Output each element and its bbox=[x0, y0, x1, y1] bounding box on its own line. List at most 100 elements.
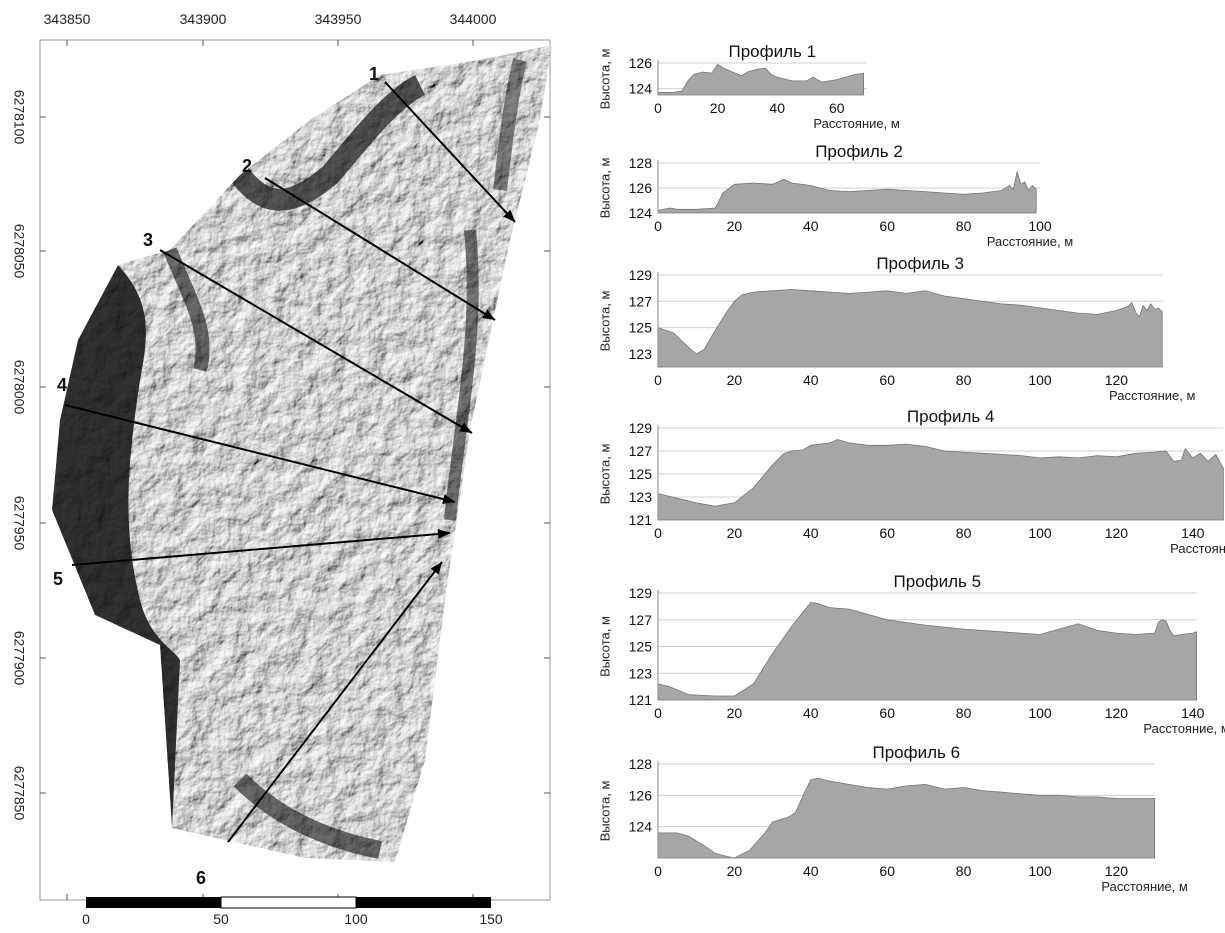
profile-line-label: 6 bbox=[196, 868, 206, 888]
profile-line bbox=[227, 561, 443, 843]
y-tick-label: 124 bbox=[629, 819, 653, 835]
x-tick-label: 40 bbox=[803, 705, 819, 721]
x-axis-label: Расстояние, м bbox=[813, 116, 899, 131]
map-y-tick-label: 6278000 bbox=[11, 360, 27, 415]
y-tick-label: 127 bbox=[629, 443, 653, 459]
y-tick-label: 125 bbox=[629, 466, 653, 482]
chart-title: Профиль 1 bbox=[729, 42, 817, 61]
elevation-area bbox=[657, 777, 1155, 859]
x-tick-label: 20 bbox=[710, 100, 726, 116]
x-tick-label: 120 bbox=[1105, 525, 1129, 541]
x-axis-label: Расстояние, м bbox=[1109, 388, 1195, 403]
x-tick-label: 0 bbox=[654, 705, 662, 721]
x-tick-label: 60 bbox=[879, 372, 895, 388]
x-tick-label: 40 bbox=[803, 218, 819, 234]
y-axis-label: Высота, м bbox=[597, 291, 612, 352]
elevation-area bbox=[657, 439, 1224, 521]
x-axis-label: Расстояние, м bbox=[987, 234, 1073, 249]
y-tick-label: 126 bbox=[629, 180, 653, 196]
profile-line bbox=[64, 404, 456, 503]
profile-chart: 121 123 125 127 129 0 20 40 60 80 100 120 140 Профиль… bbox=[597, 572, 1225, 736]
y-tick-label: 123 bbox=[629, 489, 653, 505]
elevation-profiles-panel: 124 126 0 20 40 60 Профиль 1 Расстояние, м Высот… bbox=[570, 0, 1225, 928]
x-tick-label: 80 bbox=[956, 863, 972, 879]
y-tick-label: 124 bbox=[629, 81, 653, 97]
x-tick-label: 20 bbox=[727, 863, 743, 879]
map-y-tick-label: 6277850 bbox=[11, 766, 27, 821]
y-tick-label: 127 bbox=[629, 293, 653, 309]
y-tick-label: 126 bbox=[629, 55, 653, 71]
x-tick-label: 20 bbox=[727, 218, 743, 234]
map-y-tick-label: 6278100 bbox=[11, 90, 27, 145]
x-tick-label: 40 bbox=[769, 100, 785, 116]
x-tick-label: 140 bbox=[1181, 525, 1205, 541]
x-tick-label: 20 bbox=[727, 525, 743, 541]
map-x-axis: 343850 343900 343950 344000 bbox=[44, 11, 497, 900]
y-tick-label: 129 bbox=[629, 267, 653, 283]
profile-chart: 121 123 125 127 129 0 20 40 60 80 100 120 140 Профиль… bbox=[597, 407, 1225, 556]
chart-title: Профиль 2 bbox=[815, 142, 903, 161]
y-axis-label: Высота, м bbox=[597, 49, 612, 110]
x-tick-label: 0 bbox=[654, 100, 662, 116]
x-tick-label: 40 bbox=[803, 372, 819, 388]
y-tick-label: 125 bbox=[629, 639, 653, 655]
map-x-tick-label: 343850 bbox=[44, 11, 91, 27]
x-tick-label: 0 bbox=[654, 525, 662, 541]
y-axis-label: Высота, м bbox=[597, 616, 612, 677]
x-tick-label: 80 bbox=[956, 705, 972, 721]
x-tick-label: 0 bbox=[654, 863, 662, 879]
profile-lines: 1 2 3 4 5 6 bbox=[53, 64, 516, 888]
x-axis-label: Расстояние, м bbox=[1170, 541, 1225, 556]
profile-line bbox=[264, 177, 496, 321]
x-tick-label: 40 bbox=[803, 863, 819, 879]
map-y-tick-label: 6277900 bbox=[11, 631, 27, 686]
y-tick-label: 128 bbox=[629, 756, 653, 772]
y-axis-label: Высота, м bbox=[597, 158, 612, 219]
map-y-axis: 6278100 6278050 6278000 6277950 6277900 62778… bbox=[11, 90, 550, 821]
x-tick-label: 100 bbox=[1028, 525, 1052, 541]
elevation-area bbox=[657, 170, 1037, 214]
y-tick-label: 125 bbox=[629, 320, 653, 336]
x-tick-label: 80 bbox=[956, 218, 972, 234]
x-tick-label: 140 bbox=[1181, 705, 1205, 721]
scale-bar-label: 50 bbox=[213, 911, 229, 927]
x-tick-label: 100 bbox=[1028, 705, 1052, 721]
elevation-area bbox=[657, 63, 865, 96]
x-tick-label: 60 bbox=[879, 705, 895, 721]
profile-line bbox=[159, 249, 473, 434]
y-axis-label: Высота, м bbox=[597, 781, 612, 842]
chart-title: Профиль 5 bbox=[894, 572, 982, 591]
scale-bar-segment bbox=[86, 897, 221, 908]
y-tick-label: 126 bbox=[629, 787, 653, 803]
x-tick-label: 80 bbox=[956, 372, 972, 388]
profile-line-label: 3 bbox=[143, 230, 153, 250]
profile-arrowhead bbox=[442, 494, 455, 504]
x-tick-label: 80 bbox=[956, 525, 972, 541]
profile-arrowhead bbox=[482, 309, 495, 320]
map-x-tick-label: 343900 bbox=[180, 11, 227, 27]
map-x-tick-label: 344000 bbox=[450, 11, 497, 27]
profile-chart: 124 126 128 0 20 40 60 80 100 120 Профиль 6 Расстоя… bbox=[597, 743, 1187, 894]
y-axis-label: Высота, м bbox=[597, 444, 612, 505]
y-tick-label: 123 bbox=[629, 346, 653, 362]
profile-arrowhead bbox=[430, 562, 442, 575]
y-tick-label: 121 bbox=[629, 512, 653, 528]
x-tick-label: 20 bbox=[727, 705, 743, 721]
profile-arrowhead bbox=[437, 529, 450, 539]
y-tick-label: 121 bbox=[629, 692, 653, 708]
x-axis-label: Расстояние, м bbox=[1143, 721, 1225, 736]
profile-chart: 124 126 0 20 40 60 Профиль 1 Расстояние, м Высот… bbox=[597, 42, 899, 131]
y-tick-label: 128 bbox=[629, 155, 653, 171]
y-tick-label: 129 bbox=[629, 585, 653, 601]
map-x-tick-label: 343950 bbox=[315, 11, 362, 27]
profile-arrowhead bbox=[503, 209, 515, 222]
x-tick-label: 100 bbox=[1028, 218, 1052, 234]
profile-line-label: 1 bbox=[369, 64, 379, 84]
x-tick-label: 120 bbox=[1105, 705, 1129, 721]
x-tick-label: 100 bbox=[1028, 863, 1052, 879]
x-tick-label: 60 bbox=[879, 525, 895, 541]
relief-map-panel: 343850 343900 343950 344000 6278100 6278050 6… bbox=[0, 0, 570, 928]
x-tick-label: 60 bbox=[879, 218, 895, 234]
profile-line bbox=[71, 532, 451, 566]
profile-arrowhead bbox=[459, 422, 472, 433]
